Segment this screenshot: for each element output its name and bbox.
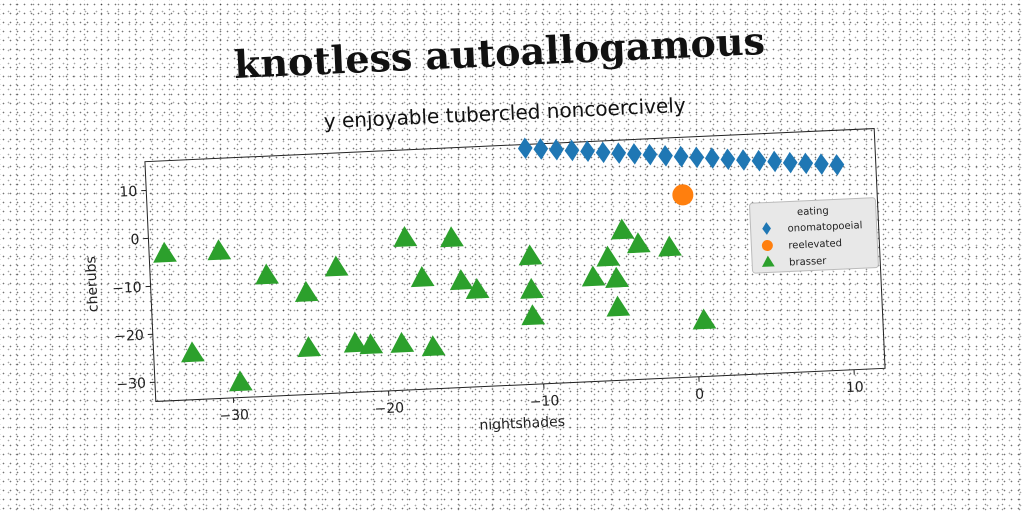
- y-tick-label: −20: [114, 328, 144, 345]
- data-point-onomatopoeial: [533, 138, 549, 160]
- data-point-onomatopoeial: [549, 138, 564, 161]
- data-point-brasser: [521, 304, 546, 326]
- data-point-brasser: [181, 341, 205, 363]
- data-marks: [153, 137, 845, 392]
- data-point-onomatopoeial: [767, 150, 782, 173]
- legend-label: onomatopoeial: [787, 220, 862, 234]
- data-point-onomatopoeial: [798, 152, 814, 175]
- x-tick-label: −30: [219, 407, 249, 424]
- legend-marker-onomatopoeial: [762, 222, 771, 235]
- data-point-brasser: [440, 226, 464, 248]
- data-point-brasser: [520, 277, 544, 299]
- y-axis: 10 0 −10 −20 −30: [112, 184, 155, 393]
- data-point-onomatopoeial: [564, 139, 580, 162]
- x-axis: −30 −20 −10 0 10: [219, 369, 865, 425]
- data-point-brasser: [626, 232, 651, 254]
- data-point-brasser: [658, 235, 682, 257]
- y-tick-label: −30: [116, 376, 146, 393]
- data-point-brasser: [228, 370, 253, 392]
- chart-subtitle: y enjoyable tubercled noncoercively: [323, 93, 686, 133]
- data-point-brasser: [581, 265, 606, 287]
- legend-label: brasser: [789, 256, 828, 269]
- data-point-onomatopoeial: [751, 149, 767, 172]
- data-point-onomatopoeial: [689, 146, 705, 169]
- legend: eating onomatopoeial reelevated brasser: [749, 197, 879, 274]
- data-point-brasser: [390, 331, 415, 353]
- data-point-brasser: [692, 308, 717, 330]
- data-point-onomatopoeial: [736, 149, 751, 171]
- legend-marker-reelevated: [761, 240, 773, 252]
- data-point-brasser: [297, 336, 322, 358]
- data-point-reelevated: [672, 184, 694, 206]
- data-point-onomatopoeial: [642, 143, 658, 166]
- x-tick-label: −10: [529, 393, 559, 410]
- x-tick-label: 0: [695, 387, 705, 403]
- plot-frame: [144, 128, 886, 402]
- data-point-brasser: [294, 280, 319, 302]
- data-point-onomatopoeial: [782, 151, 798, 174]
- y-axis-label: cherubs: [83, 256, 102, 313]
- chart-title: knotless autoallogamous: [233, 18, 766, 87]
- data-point-brasser: [393, 225, 418, 248]
- x-tick-label: 10: [846, 379, 865, 396]
- data-point-brasser: [610, 218, 635, 240]
- legend-marker-brasser: [761, 255, 775, 267]
- data-point-brasser: [449, 269, 474, 291]
- data-point-onomatopoeial: [611, 142, 627, 164]
- data-point-brasser: [153, 241, 177, 263]
- y-tick-label: 0: [130, 232, 140, 248]
- data-point-brasser: [518, 244, 543, 266]
- data-point-brasser: [421, 335, 446, 357]
- data-point-brasser: [605, 266, 629, 288]
- y-tick-label: −10: [112, 280, 142, 297]
- plot-area: −30 −20 −10 0 10 10 0 −10 −20 −30 nightshades ch…: [83, 128, 886, 434]
- data-point-onomatopoeial: [580, 140, 595, 162]
- data-point-brasser: [606, 295, 631, 317]
- legend-title: eating: [797, 206, 829, 218]
- y-tick-label: 10: [119, 184, 138, 201]
- data-point-brasser: [324, 255, 349, 277]
- data-point-onomatopoeial: [720, 148, 736, 171]
- data-point-onomatopoeial: [517, 137, 533, 160]
- data-point-onomatopoeial: [704, 147, 720, 169]
- x-axis-label: nightshades: [479, 414, 565, 434]
- data-point-brasser: [359, 333, 384, 355]
- data-point-onomatopoeial: [658, 145, 673, 167]
- data-point-onomatopoeial: [595, 141, 611, 164]
- legend-label: reelevated: [788, 238, 842, 251]
- legend-box: [749, 197, 879, 274]
- data-point-onomatopoeial: [829, 154, 845, 176]
- data-point-brasser: [255, 263, 279, 285]
- data-point-brasser: [207, 239, 232, 261]
- data-point-brasser: [410, 266, 435, 288]
- data-point-brasser: [343, 331, 368, 353]
- data-point-onomatopoeial: [814, 153, 829, 175]
- x-tick-label: −20: [374, 400, 404, 417]
- data-point-onomatopoeial: [673, 145, 689, 168]
- data-point-brasser: [596, 245, 621, 267]
- data-point-onomatopoeial: [626, 143, 642, 165]
- data-point-brasser: [465, 277, 490, 299]
